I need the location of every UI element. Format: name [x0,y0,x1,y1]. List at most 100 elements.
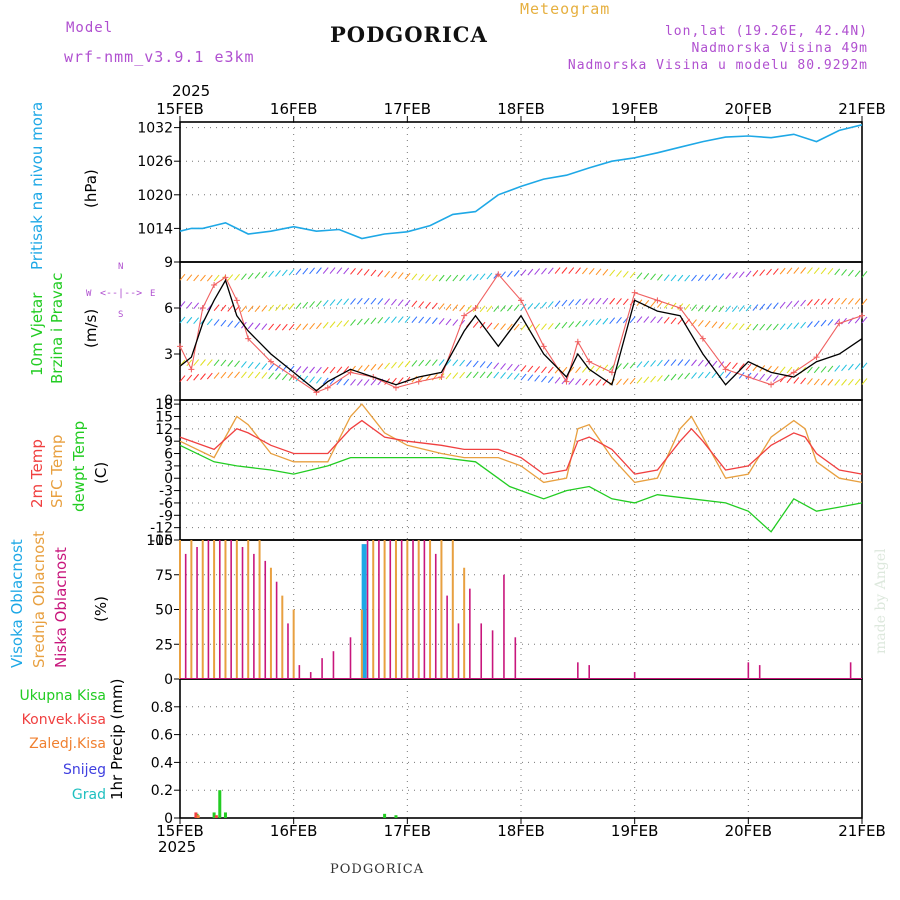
wind-barb [534,268,541,275]
wind-barb [541,301,547,309]
wind-barb [766,303,772,310]
wind-barb [657,301,663,308]
wind-gust-marker [199,305,206,311]
wind-barb [854,316,861,324]
coords-text: lon,lat (19.26E, 42.4N) [664,24,868,39]
wind-gust-marker [677,305,684,311]
wind-barb [234,371,240,379]
wind-barb [431,302,438,310]
wind-barb [813,320,820,328]
wind-barb [384,298,390,306]
wind-barb [513,304,520,311]
y-tick-label: 0.8 [151,700,173,716]
y-tick-label: 12 [155,422,173,438]
x-date-label-bottom: 17FEB [384,822,431,840]
wind-barb [261,305,268,312]
wind-barb [779,267,786,275]
wind-barb [486,322,493,330]
wind-barb [813,378,820,386]
y-tick-label: 9 [164,255,173,271]
wind-barb [213,274,220,282]
y-tick-label: 0 [164,471,173,487]
wind-barb [834,297,841,305]
wind-barb [616,378,622,386]
wind-barb [500,323,506,331]
wind-barb [575,320,581,328]
wind-gust-marker [699,335,706,342]
wind-barb [500,372,506,379]
wind-barb [391,271,397,279]
wind-barb [772,366,779,373]
wind-barb [643,360,650,368]
wind-barb [316,267,322,274]
wind-gust-marker [324,384,331,391]
model-name: wrf-nmm_v3.9.1 e3km [64,48,255,66]
wind-barb [261,372,268,379]
wind-barb [500,271,506,279]
wind-barb [343,267,350,275]
wind-barb [520,269,527,277]
wind-barb [520,323,527,331]
legend-hail: Grad [71,787,106,803]
wind-barb [629,377,636,385]
wind-barb [588,267,595,275]
wind-barb [479,305,486,313]
wind-barb [452,304,459,312]
wind-barb [786,366,793,374]
model-elevation-text: Nadmorska Visina u modelu 80.9292m [567,58,868,73]
wind-gust-marker [586,358,593,365]
wind-barb [800,267,807,274]
wind-barb [813,267,820,275]
wind-gust-marker [813,354,820,361]
wind-barb [547,366,554,374]
wind-barb [622,362,629,370]
wind-barb [738,372,745,379]
wind-barb [581,319,588,327]
wind-barb [561,267,568,274]
wind-barb [786,322,793,330]
wind-barb [377,270,384,277]
wind-barb [513,270,520,277]
wind-barb [363,364,370,372]
wind-barb [725,322,731,330]
wind-barb [377,363,384,370]
wind-barb [500,363,506,370]
wind-barb [697,359,704,367]
wind-barb [657,316,663,324]
wind-barb [254,371,261,379]
wind-barb [704,371,711,379]
wind-barb [356,318,363,326]
wind-barb [309,322,315,330]
wind-barb [554,377,561,384]
wind-barb [732,323,738,330]
wind-barb [411,300,418,308]
wind-barb [322,366,329,374]
precip-bar [218,790,222,818]
wind-barb [425,301,431,309]
wind-barb [200,373,206,380]
wind-barb [431,317,438,325]
wind-barb [841,297,847,305]
wind-barb [220,304,227,312]
wind-barb [493,371,500,379]
wind-barb [302,323,309,331]
wind-barb [200,359,206,366]
wind-barb [697,304,704,312]
wind-barb [691,304,697,312]
wind-barb [595,297,602,305]
wind-barb [206,318,213,326]
wind-barb [622,378,629,385]
wind-barb [322,377,329,385]
wind-barb [629,316,636,324]
wind-barb [309,267,315,275]
wind-barb [575,267,581,274]
wind-barb [725,361,731,369]
wind-barb [820,267,827,275]
wind-barb [513,323,520,331]
wind-barb [766,374,772,382]
wind-barb [861,298,868,306]
wind-barb [356,365,363,372]
wind-barb [636,377,643,384]
wind-barb [568,267,575,274]
precip-bar [196,815,200,818]
